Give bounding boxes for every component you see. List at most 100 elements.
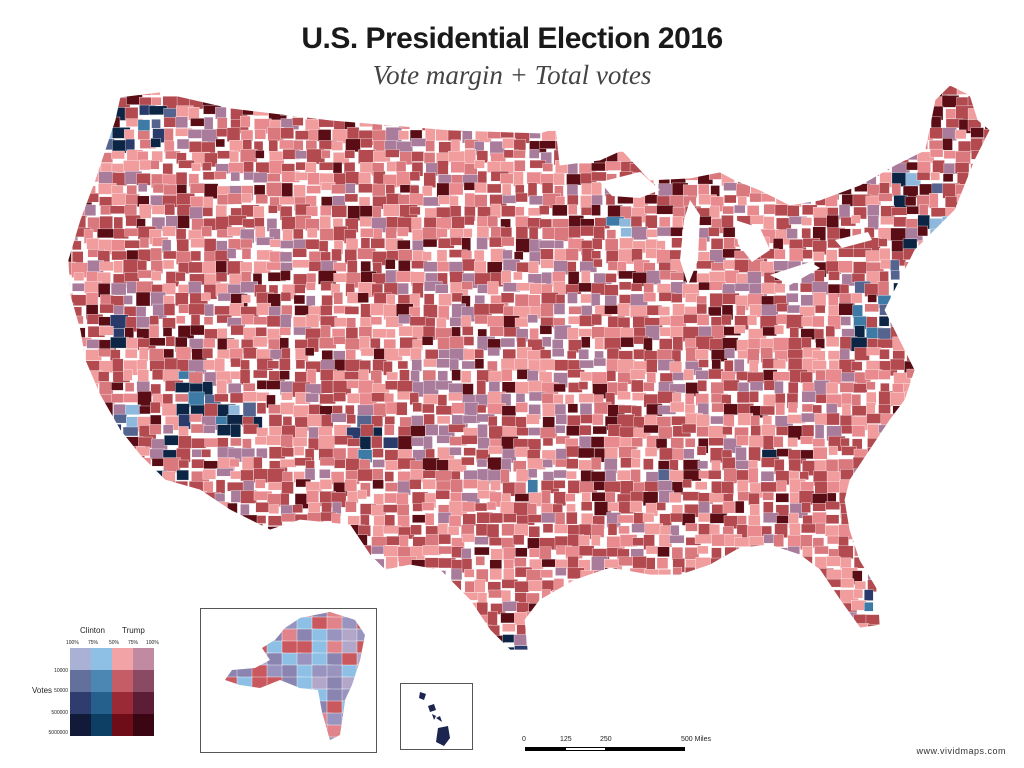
credit-text: www.vividmaps.com	[916, 746, 1006, 756]
county-region	[904, 196, 917, 207]
county-region	[292, 248, 307, 258]
alaska-region	[356, 688, 365, 703]
alaska-region	[251, 700, 271, 717]
alaska-region	[225, 616, 240, 632]
county-region	[99, 261, 114, 272]
county-region	[851, 215, 861, 224]
county-region	[436, 228, 448, 238]
county-region	[591, 204, 601, 216]
map-subtitle: Vote margin + Total votes	[372, 60, 652, 90]
legend: Clinton Trump 100% 75% 50% 75% 100% Vote…	[28, 626, 168, 746]
county-region	[645, 215, 658, 229]
alaska-region	[266, 616, 286, 634]
legend-pct-label: 75%	[88, 640, 99, 646]
county-region	[801, 217, 812, 226]
county-region	[463, 228, 473, 238]
county-region	[538, 205, 550, 215]
alaska-region	[236, 664, 253, 679]
legend-swatch	[70, 692, 91, 714]
county-region	[514, 206, 525, 217]
county-region	[464, 215, 475, 226]
scale-label: 250	[600, 736, 612, 743]
scale-label: 500 Miles	[681, 736, 711, 743]
county-region	[709, 205, 720, 219]
county-region	[279, 251, 293, 263]
county-region	[229, 150, 239, 163]
alaska-region	[296, 688, 315, 703]
county-region	[501, 236, 515, 247]
county-region	[383, 204, 400, 217]
alaska-region	[236, 616, 254, 630]
legend-swatch	[112, 714, 133, 736]
county-region	[422, 185, 433, 197]
alaska-region	[296, 724, 313, 738]
alaska-region	[296, 736, 316, 740]
hawaii-islands	[419, 692, 450, 746]
county-region	[202, 207, 213, 217]
alaska-region	[236, 628, 257, 646]
alaska-region	[236, 676, 254, 691]
alaska-region	[225, 628, 241, 644]
alaska-region	[266, 700, 288, 718]
county-region	[113, 260, 123, 274]
legend-swatch	[91, 692, 112, 714]
alaska-region	[311, 736, 331, 740]
county-region	[565, 248, 579, 261]
county-region	[954, 129, 967, 140]
alaska-region	[251, 688, 269, 706]
county-region	[268, 205, 278, 214]
alaska-region	[225, 700, 243, 717]
county-region	[422, 238, 438, 248]
county-region	[150, 138, 161, 148]
county-region	[201, 226, 212, 237]
scale-label: 0	[522, 736, 526, 743]
county-region	[474, 160, 485, 169]
county-region	[513, 149, 526, 159]
county-region	[254, 129, 267, 140]
alaska-region	[266, 688, 283, 703]
alaska-region	[281, 724, 302, 740]
alaska-region	[356, 664, 365, 680]
county-region	[241, 193, 252, 203]
county-region	[411, 151, 424, 162]
county-region	[137, 183, 148, 192]
alaska-region	[225, 612, 242, 618]
legend-vote-level: 50000	[54, 688, 68, 694]
county-region	[529, 149, 540, 159]
legend-swatch	[133, 692, 154, 714]
county-region	[372, 183, 386, 197]
county-region	[942, 173, 954, 182]
alaska-region	[225, 736, 240, 740]
legend-swatch	[112, 692, 133, 714]
county-region	[319, 205, 332, 217]
county-region	[425, 140, 435, 152]
county-region	[786, 228, 798, 239]
county-region	[162, 259, 175, 270]
legend-pct-label: 100%	[146, 640, 159, 646]
scale-segment	[605, 747, 685, 751]
county-region	[68, 250, 72, 265]
county-region	[344, 193, 359, 203]
county-region	[916, 171, 931, 181]
alaska-region	[251, 616, 273, 630]
county-region	[499, 173, 514, 184]
alaska-region	[326, 664, 343, 680]
alaska-region	[251, 736, 270, 740]
county-region	[226, 248, 237, 259]
county-region	[293, 228, 304, 240]
alaska-region	[281, 616, 298, 630]
legend-swatch	[133, 670, 154, 692]
county-region	[515, 192, 528, 203]
county-region	[177, 215, 190, 229]
county-region	[554, 240, 564, 249]
scale-segment	[525, 747, 565, 751]
alaska-region	[225, 688, 244, 705]
county-region	[333, 262, 347, 272]
legend-vote-level: 5000000	[48, 730, 68, 736]
alaska-region	[356, 612, 365, 619]
county-region	[722, 205, 734, 215]
county-region	[307, 228, 318, 238]
alaska-region	[296, 676, 313, 692]
